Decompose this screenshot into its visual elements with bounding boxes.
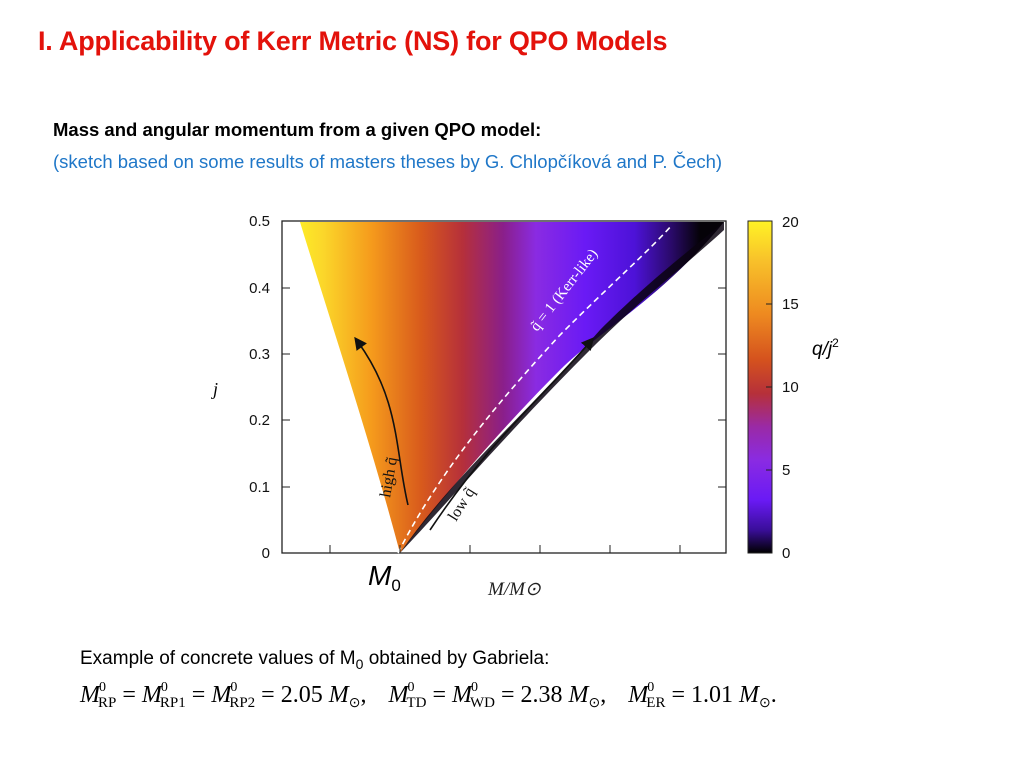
kerr-like-curve	[397, 224, 673, 554]
x-axis-label: M/M⊙	[487, 579, 541, 600]
rp-value: 2.05	[280, 682, 323, 708]
er-value: 1.01	[691, 682, 733, 708]
y-tick-label: 0.3	[249, 346, 270, 363]
colorbar-label: q/j2	[812, 336, 839, 360]
y-tick-label: 0.4	[249, 280, 270, 297]
slide-title: I. Applicability of Kerr Metric (NS) for…	[38, 26, 668, 56]
section-heading: Mass and angular momentum from a given Q…	[53, 119, 542, 140]
colorbar-tick-label: 20	[782, 214, 799, 231]
example-text: Example of concrete values of M	[80, 648, 356, 669]
colorbar-tick-label: 10	[782, 379, 799, 396]
example-sub: 0	[355, 655, 364, 672]
section-subheading: (sketch based on some results of masters…	[53, 151, 723, 172]
example-note: Example of concrete values of M0 obtaine…	[80, 648, 549, 672]
colorbar-tick-label: 15	[782, 296, 799, 313]
y-axis-label: j	[211, 379, 218, 399]
high-q-arrow	[354, 336, 409, 506]
y-tick-label: 0.1	[249, 479, 270, 496]
example-text-after: obtained by Gabriela	[363, 648, 545, 669]
m0-label: M0	[368, 560, 401, 595]
example-colon: :	[544, 648, 550, 669]
low-q-arrow	[429, 337, 595, 531]
y-tick-label: 0.5	[249, 213, 270, 230]
x-axis	[329, 545, 681, 553]
colorbar-tick-label: 0	[782, 545, 790, 562]
dark-edge-region	[400, 222, 724, 553]
high-q-label: high q̃	[377, 456, 401, 499]
y-tick-label: 0.2	[249, 412, 270, 429]
y-tick-label: 0	[262, 545, 270, 562]
colorbar-tick-label: 5	[782, 462, 790, 479]
mass-formula: M0RP = M0RP1 = M0RP2 = 2.05 M⊙, M0TD = M0…	[80, 680, 777, 711]
y-axis: 0.5 0.4 0.3 0.2 0.1 0	[249, 213, 726, 562]
colorbar-ticks: 20 15 10 5 0	[766, 214, 799, 562]
td-value: 2.38	[520, 682, 563, 708]
